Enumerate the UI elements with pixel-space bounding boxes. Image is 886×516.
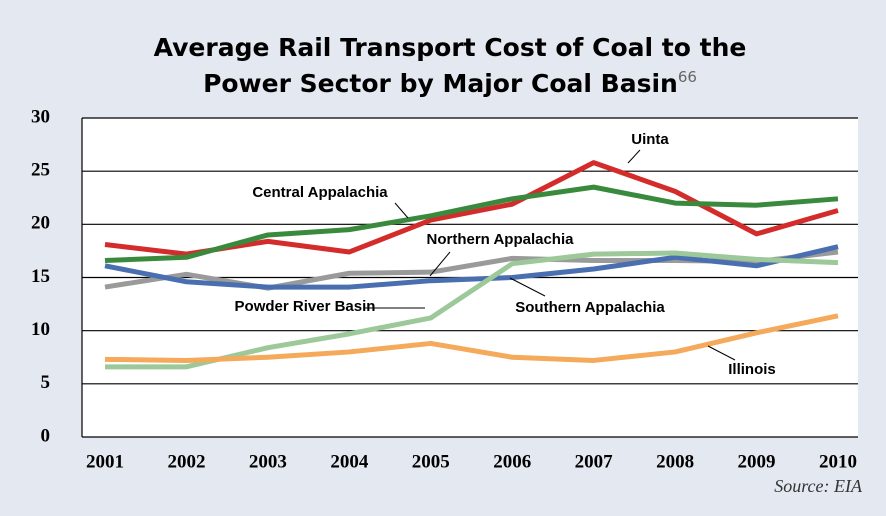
series-label: Central Appalachia <box>252 184 388 201</box>
x-tick-label: 2003 <box>249 451 287 472</box>
series-line <box>104 313 839 363</box>
y-tick-label: 25 <box>31 160 50 181</box>
leader-line <box>509 277 546 297</box>
x-tick-label: 2002 <box>167 451 205 472</box>
series-line <box>104 244 839 290</box>
x-tick-label: 2009 <box>738 451 776 472</box>
leader-line <box>627 149 641 164</box>
source: Source: EIA <box>774 476 863 496</box>
x-tick-label: 2005 <box>412 451 450 472</box>
y-tick-label: 5 <box>41 372 51 393</box>
series-label: Powder River Basin <box>235 298 376 315</box>
chart-title: Average Rail Transport Cost of Coal to t… <box>154 33 747 98</box>
x-tick-label: 2006 <box>493 451 531 472</box>
x-tick-label: 2008 <box>656 451 694 472</box>
x-tick-label: 2004 <box>330 451 369 472</box>
leader-line <box>394 202 409 219</box>
y-tick-label: 20 <box>31 213 50 234</box>
series-label: Uinta <box>631 131 669 148</box>
series-label: Northern Appalachia <box>427 231 575 248</box>
title-line: Power Sector by Major Coal Basin <box>203 69 678 98</box>
series-line <box>104 184 839 263</box>
title-note: 66 <box>678 68 697 86</box>
x-tick-label: 2007 <box>575 451 614 472</box>
series-label: Illinois <box>728 361 776 378</box>
y-tick-label: 15 <box>31 266 50 287</box>
y-tick-label: 30 <box>31 106 50 127</box>
title-line: Average Rail Transport Cost of Coal to t… <box>154 33 747 62</box>
y-tick-label: 0 <box>41 425 51 446</box>
series-label: Southern Appalachia <box>515 299 665 316</box>
leader-line <box>707 345 736 361</box>
x-tick-label: 2010 <box>819 451 857 472</box>
x-tick-label: 2001 <box>86 451 124 472</box>
y-tick-label: 10 <box>31 319 50 340</box>
leader-line <box>429 251 451 277</box>
